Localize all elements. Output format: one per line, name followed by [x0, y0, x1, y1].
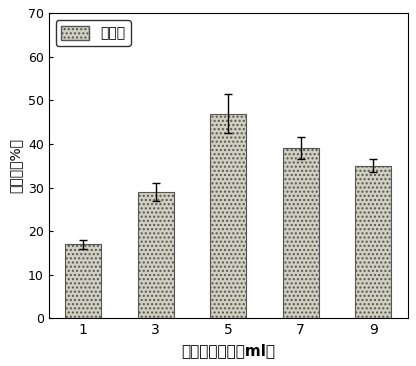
Bar	[282, 148, 319, 318]
Legend: 去除率: 去除率	[56, 20, 131, 46]
Bar	[210, 113, 246, 318]
X-axis label: 絮凝剂投加量（ml）: 絮凝剂投加量（ml）	[181, 343, 275, 358]
Bar	[65, 244, 102, 318]
Bar	[355, 166, 391, 318]
Bar	[138, 192, 174, 318]
Y-axis label: 去除率（%）: 去除率（%）	[8, 138, 22, 193]
